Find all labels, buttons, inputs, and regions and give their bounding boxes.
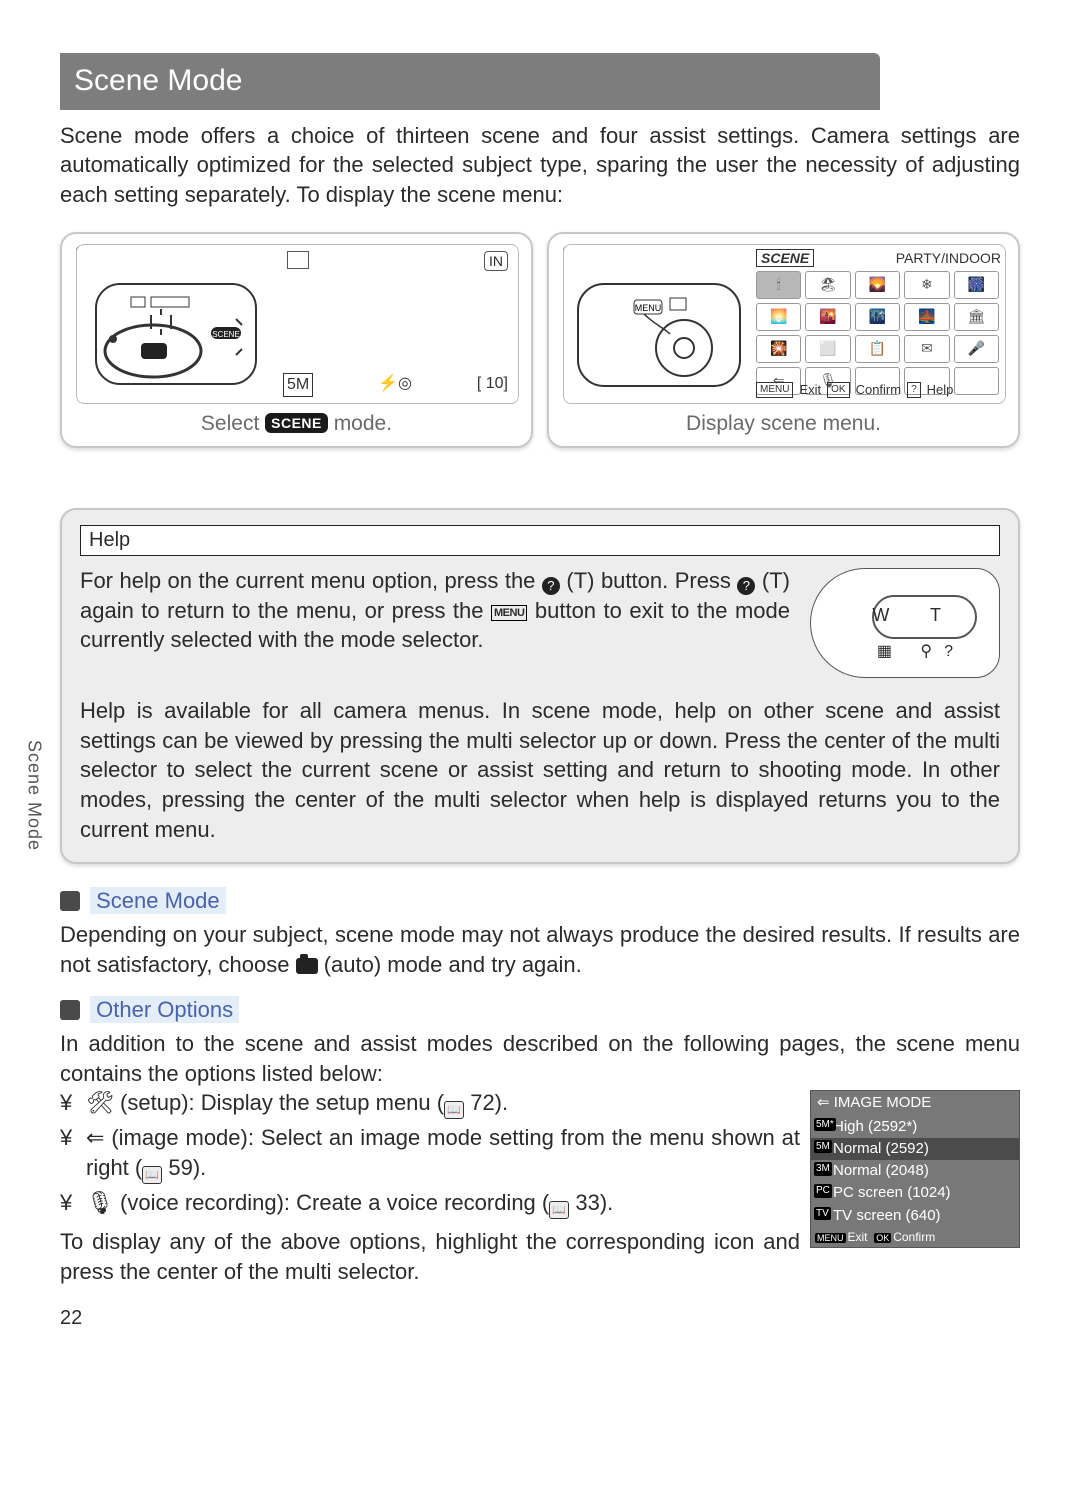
pencil-note-icon — [60, 891, 80, 911]
section-title-tab: Scene Mode — [60, 53, 880, 110]
note-body: Depending on your subject, scene mode ma… — [60, 920, 1020, 979]
help-paragraph-1: W T ▦ ⚲? For help on the current menu op… — [80, 566, 1000, 682]
zoom-wt-label: W T — [872, 603, 959, 627]
step2-display: MENU SCENE PARTY/INDOOR 🕯🏖🌄❄🎆🌅🌇🌃🌉🏛🎇⬜📋✉🎤⇐… — [563, 244, 1006, 404]
note-other-options: Other Options In addition to the scene a… — [60, 995, 1020, 1286]
scene-grid-cell: 🌅 — [756, 303, 801, 331]
step-card-2: 2 MENU SCENE PARTY/INDOOR 🕯🏖🌄❄🎆🌅🌇🌃🌉🏛🎇⬜📋✉… — [547, 232, 1020, 448]
option-icon: 🛠 — [86, 1090, 114, 1115]
side-section-label: Scene Mode — [22, 740, 46, 851]
flash-indicator: ⚡◎ — [378, 373, 412, 397]
scene-grid-cell: 🎆 — [954, 271, 999, 299]
scene-menu-header: SCENE PARTY/INDOOR — [756, 249, 1001, 268]
scene-menu-footer: MENU Exit OK Confirm ? Help — [756, 381, 999, 399]
scene-grid-cell: 🏛 — [954, 303, 999, 331]
step1-caption: Select SCENE mode. — [74, 410, 519, 438]
note-scene-mode: Scene Mode Depending on your subject, sc… — [60, 886, 1020, 979]
camera-back-diagram: SCENE — [91, 279, 261, 389]
step2-caption: Display scene menu. — [561, 410, 1006, 438]
scene-menu-tab: SCENE — [756, 249, 814, 267]
scene-grid-cell: 🌃 — [855, 303, 900, 331]
option-bullet: 🎙 (voice recording): Create a voice reco… — [60, 1188, 1020, 1219]
menu-button-label: MENU — [491, 605, 527, 622]
help-button-icon: ? — [907, 382, 921, 398]
help-text-a: For help on the current menu option, pre… — [80, 568, 542, 593]
step1-status-bar: 5M ⚡◎ [ 10] — [283, 373, 508, 397]
scene-grid-cell: 🌄 — [855, 271, 900, 299]
scene-grid-cell: 🏖 — [805, 271, 850, 299]
exit-label: Exit — [799, 381, 821, 399]
menu-button-icon: MENU — [815, 1233, 846, 1243]
note-text-b: (auto) mode and try again. — [318, 952, 582, 977]
note-intro: In addition to the scene and assist mode… — [60, 1029, 1020, 1088]
camera-zoom-diagram: W T ▦ ⚲? — [810, 568, 1000, 678]
steps-row: 1 IN SCENE 5M ⚡◎ — [60, 232, 1020, 448]
help-paragraph-2: Help is available for all camera menus. … — [80, 696, 1000, 844]
step1-caption-pre: Select — [201, 412, 265, 435]
scene-grid-cell: 🎇 — [756, 335, 801, 363]
shots-remaining: [ 10] — [477, 373, 508, 397]
scene-grid-cell: ⬜ — [805, 335, 850, 363]
page-number: 22 — [60, 1305, 1020, 1332]
svg-text:SCENE: SCENE — [212, 330, 240, 339]
image-size-indicator: 5M — [283, 373, 313, 397]
ok-button-icon: OK — [874, 1233, 891, 1243]
scene-menu-grid: 🕯🏖🌄❄🎆🌅🌇🌃🌉🏛🎇⬜📋✉🎤⇐🎙 — [756, 271, 999, 395]
help-question-icon: ? — [737, 577, 755, 595]
option-icon: 🎙 — [86, 1190, 114, 1215]
help-text-b: (T) button. Press — [560, 568, 738, 593]
eye-note-icon — [60, 1000, 80, 1020]
ok-button-icon: OK — [827, 382, 849, 398]
page-ref-icon: 📖 — [549, 1201, 569, 1219]
landscape-icon — [287, 251, 309, 269]
exit-label: Exit — [848, 1230, 868, 1244]
step1-caption-post: mode. — [328, 412, 392, 435]
scene-menu-title: PARTY/INDOOR — [896, 249, 1001, 268]
menu-button-icon: MENU — [756, 382, 793, 398]
intro-paragraph: Scene mode offers a choice of thirteen s… — [60, 121, 1020, 210]
internal-memory-badge: IN — [484, 251, 508, 272]
option-bullets: 🛠 (setup): Display the setup menu (📖 72)… — [60, 1088, 1020, 1219]
step1-display: IN SCENE 5M ⚡◎ [ 10] — [76, 244, 519, 404]
scene-grid-cell: 🌇 — [805, 303, 850, 331]
help-heading: Help — [80, 525, 1000, 556]
scene-badge: SCENE — [265, 413, 328, 434]
step-card-1: 1 IN SCENE 5M ⚡◎ — [60, 232, 533, 448]
note-heading: Other Options — [90, 996, 239, 1023]
confirm-label: Confirm — [893, 1230, 935, 1244]
help-question-icon: ? — [542, 577, 560, 595]
option-bullet: ⇐ (image mode): Select an image mode set… — [60, 1123, 1020, 1184]
auto-camera-icon — [296, 958, 318, 974]
scene-grid-cell: ❄ — [904, 271, 949, 299]
zoom-icons: ▦ ⚲? — [877, 641, 965, 663]
image-mode-footer: MENUExit OKConfirm — [811, 1227, 1019, 1247]
section-title: Scene Mode — [60, 53, 880, 110]
help-label: Help — [927, 381, 954, 399]
scene-grid-cell: 🎤 — [954, 335, 999, 363]
page-ref-icon: 📖 — [142, 1166, 162, 1184]
multi-selector-diagram: MENU — [574, 280, 744, 390]
scene-grid-cell: 🕯 — [756, 271, 801, 299]
scene-grid-cell: 📋 — [855, 335, 900, 363]
confirm-label: Confirm — [856, 381, 902, 399]
page-ref-icon: 📖 — [444, 1101, 464, 1119]
scene-grid-cell: 🌉 — [904, 303, 949, 331]
scene-grid-cell: ✉ — [904, 335, 949, 363]
option-bullet: 🛠 (setup): Display the setup menu (📖 72)… — [60, 1088, 1020, 1119]
note-heading: Scene Mode — [90, 887, 226, 914]
help-box: Help W T ▦ ⚲? For help on the current me… — [60, 508, 1020, 864]
svg-text:MENU: MENU — [635, 303, 662, 313]
option-icon: ⇐ — [86, 1125, 104, 1150]
